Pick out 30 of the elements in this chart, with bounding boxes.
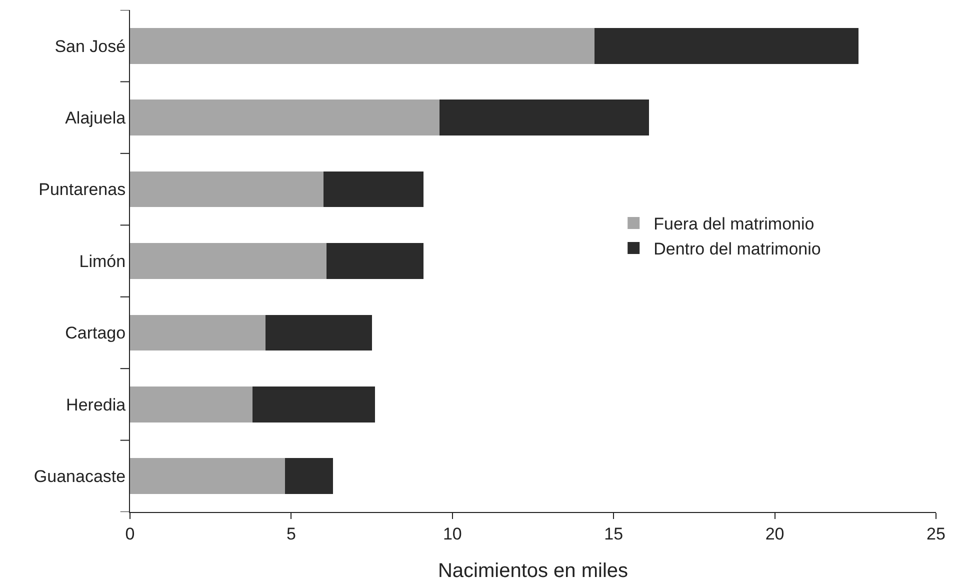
bar [130, 100, 440, 136]
bar [252, 386, 376, 422]
x-tick-label: 15 [604, 524, 624, 544]
bar [323, 171, 424, 208]
y-tick-label: Alajuela [65, 108, 126, 128]
x-tick-label: 5 [286, 524, 296, 544]
legend-label: Fuera del matrimonio [654, 214, 814, 234]
bar [130, 243, 327, 279]
x-tick-label: 10 [442, 524, 462, 544]
bar [130, 28, 594, 64]
x-tick-label: 20 [765, 524, 784, 544]
y-tick-label: Limón [79, 252, 126, 271]
x-tick-label: 25 [926, 524, 946, 544]
y-tick-label: Cartago [65, 324, 126, 343]
bar [265, 314, 372, 351]
bar [440, 100, 650, 136]
bar [130, 458, 285, 494]
bar [326, 243, 424, 279]
bar [130, 171, 324, 208]
bar [284, 458, 334, 494]
x-tick-label: 0 [125, 524, 135, 544]
y-tick-label: San José [54, 36, 126, 56]
bar [130, 386, 253, 422]
legend-label: Dentro del matrimonio [654, 240, 821, 259]
x-axis-title: Nacimientos en miles [438, 560, 628, 582]
y-tick-label: Puntarenas [38, 180, 126, 200]
y-tick-label: Guanacaste [34, 467, 126, 486]
bar [130, 314, 266, 351]
bar [594, 28, 859, 64]
y-tick-label: Heredia [66, 395, 126, 414]
